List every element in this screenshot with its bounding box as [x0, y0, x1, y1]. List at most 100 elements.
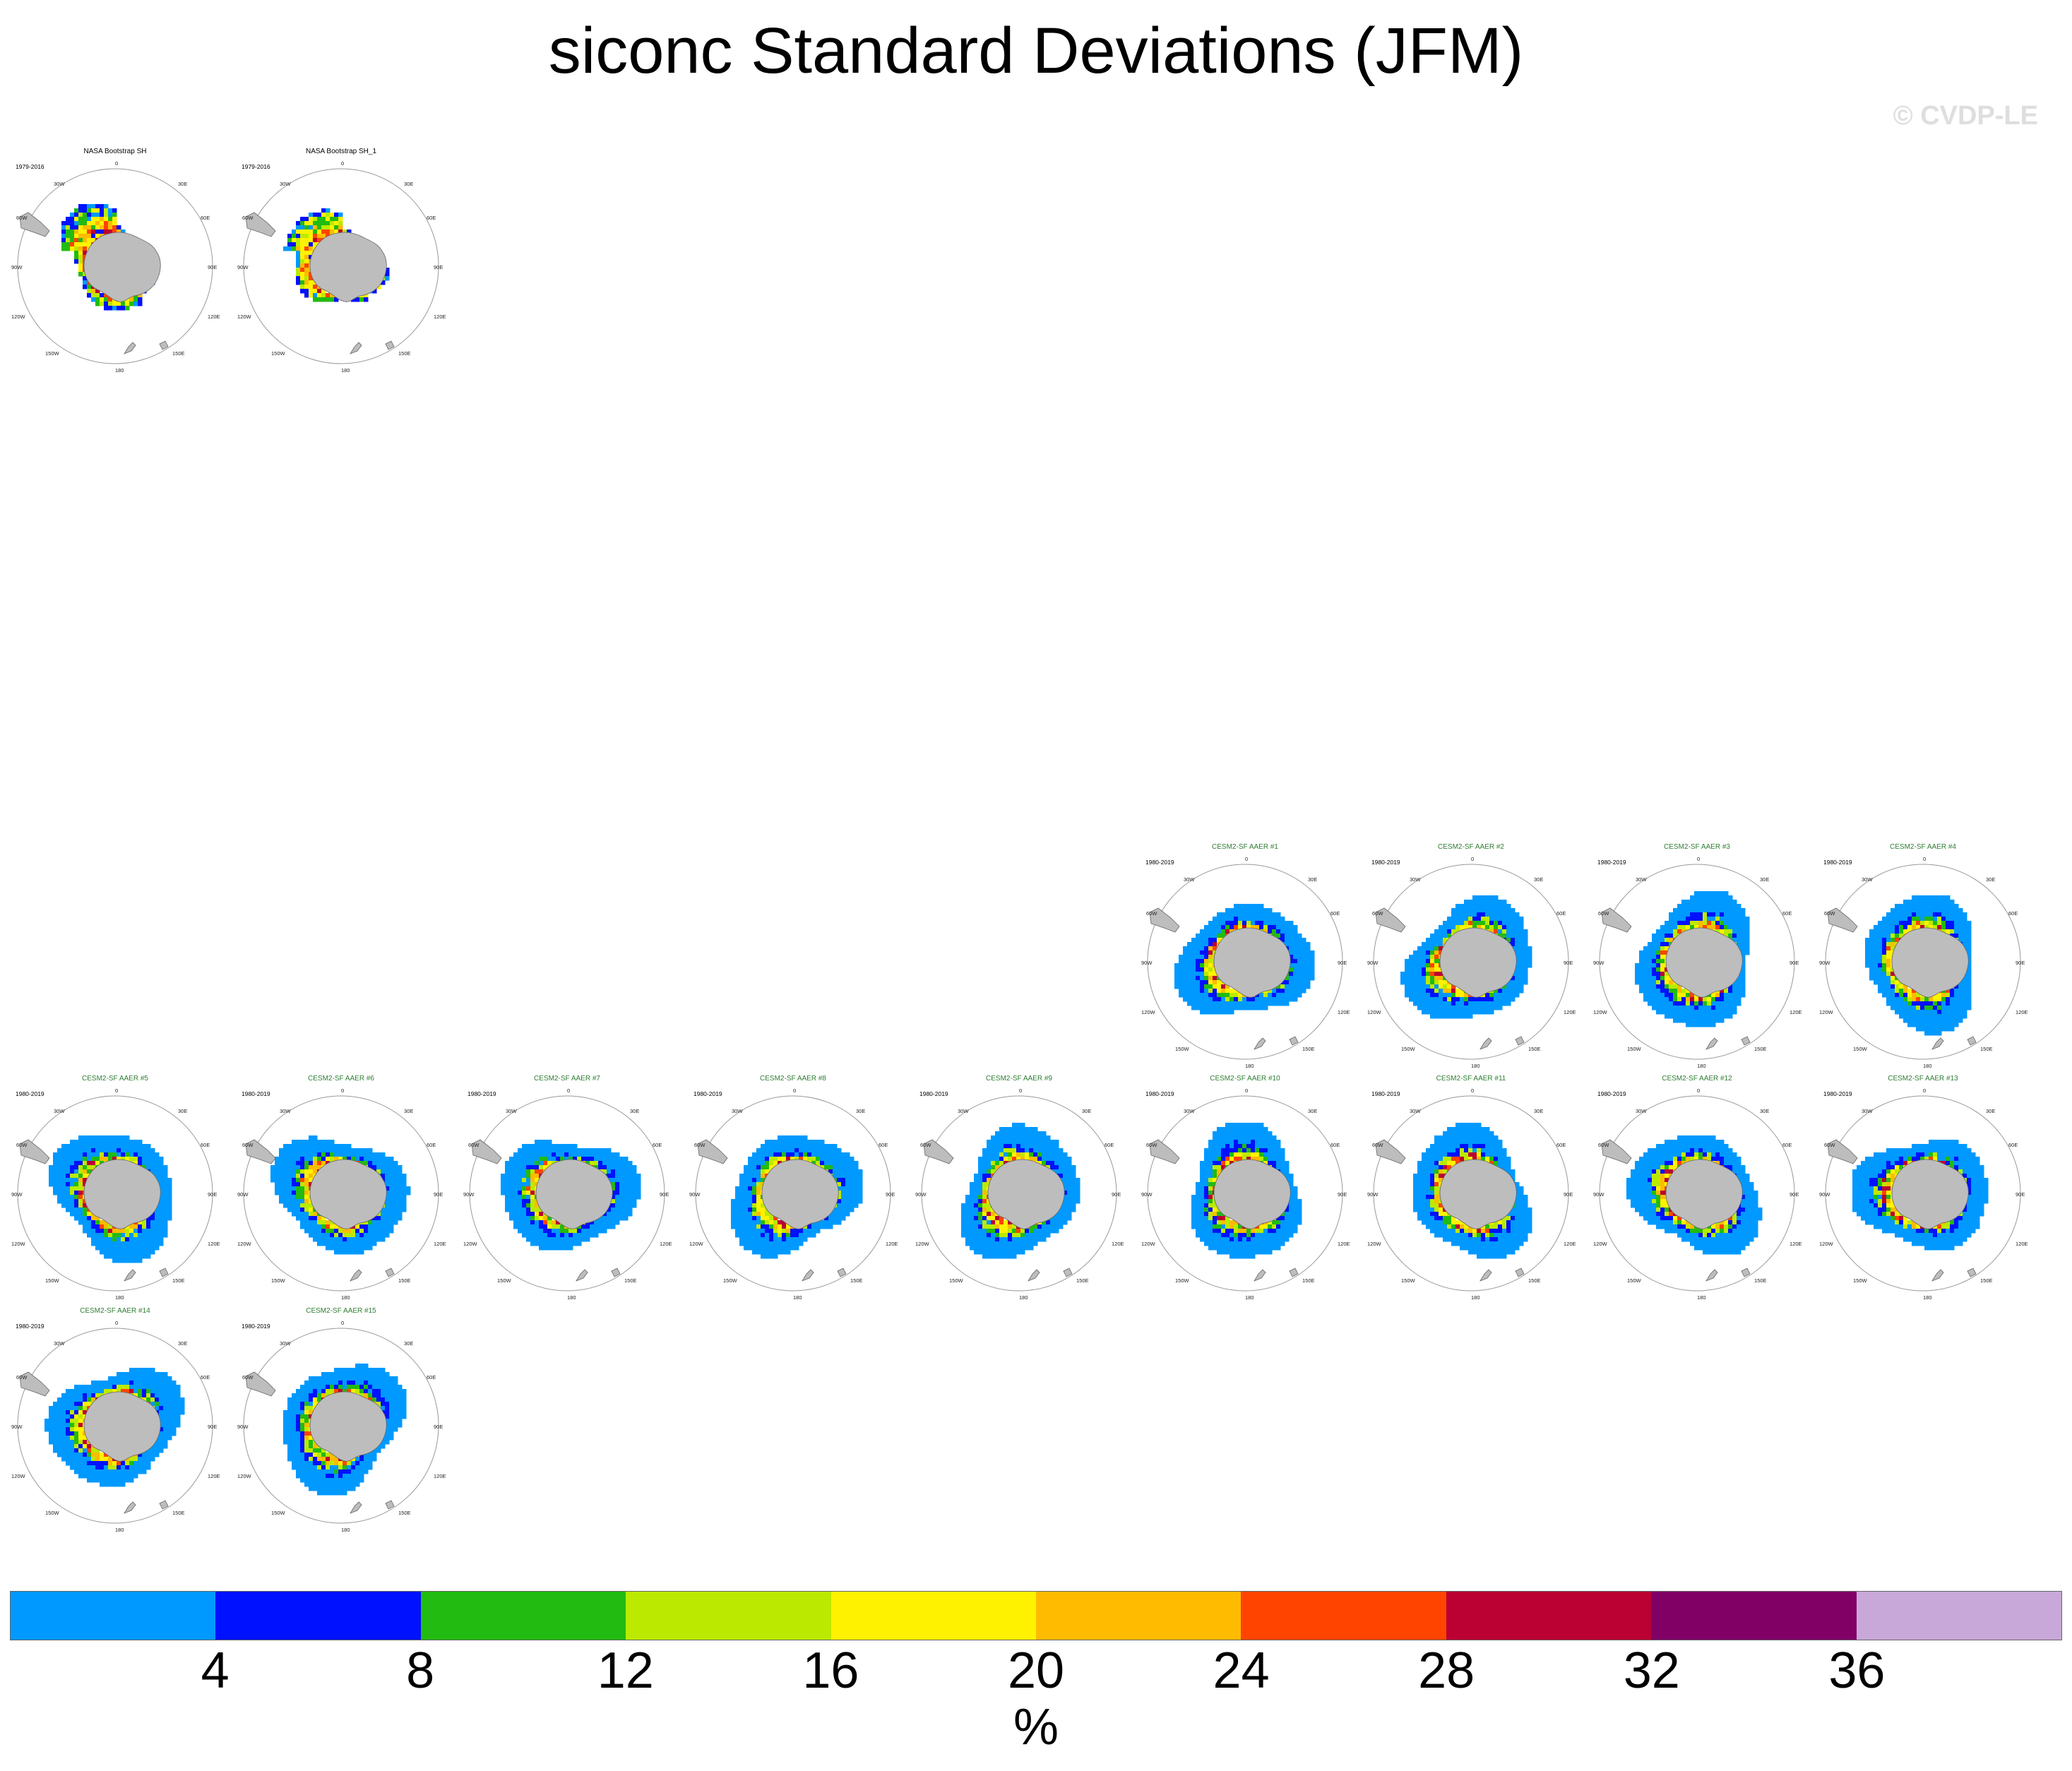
std-dev-cell — [1715, 908, 1720, 913]
std-dev-cell — [1430, 963, 1435, 968]
std-dev-cell — [1455, 908, 1460, 913]
std-dev-cell — [309, 221, 314, 226]
std-dev-cell — [95, 1229, 100, 1234]
std-dev-cell — [133, 1152, 138, 1157]
std-dev-cell — [1217, 925, 1222, 930]
std-dev-cell — [748, 1157, 753, 1162]
std-dev-cell — [1242, 925, 1247, 930]
std-dev-cell — [138, 297, 143, 302]
std-dev-cell — [1958, 938, 1963, 943]
std-dev-cell — [83, 1220, 88, 1225]
std-dev-cell — [765, 1224, 770, 1229]
std-dev-cell — [78, 1152, 83, 1157]
std-dev-cell — [300, 251, 305, 256]
std-dev-cell — [854, 1178, 859, 1183]
std-dev-cell — [317, 225, 322, 230]
std-dev-cell — [57, 1182, 62, 1187]
std-dev-cell — [1204, 1010, 1209, 1015]
std-dev-cell — [91, 229, 96, 234]
std-dev-cell — [803, 1140, 808, 1145]
std-dev-cell — [1665, 1010, 1669, 1015]
std-dev-cell — [121, 1233, 126, 1238]
std-dev-cell — [1280, 980, 1285, 985]
std-dev-cell — [1937, 1027, 1942, 1032]
std-dev-cell — [1703, 904, 1708, 909]
std-dev-cell — [121, 306, 126, 311]
std-dev-cell — [778, 1241, 782, 1246]
std-dev-cell — [1899, 934, 1904, 938]
std-dev-cell — [1430, 1014, 1435, 1019]
std-dev-cell — [1720, 900, 1725, 905]
std-dev-cell — [1016, 1127, 1021, 1132]
std-dev-cell — [338, 1250, 343, 1255]
std-dev-cell — [1455, 1010, 1460, 1015]
std-dev-cell — [1728, 1006, 1733, 1010]
std-dev-cell — [1891, 972, 1895, 977]
std-dev-cell — [1515, 963, 1520, 968]
std-dev-cell — [1289, 972, 1294, 977]
std-dev-cell — [1494, 989, 1499, 994]
std-dev-cell — [1059, 1161, 1064, 1166]
std-dev-cell — [1263, 929, 1268, 934]
std-dev-cell — [78, 221, 83, 226]
std-dev-cell — [66, 221, 71, 226]
std-dev-cell — [1865, 955, 1870, 960]
std-dev-cell — [850, 1174, 855, 1179]
std-dev-cell — [1489, 993, 1494, 998]
std-dev-cell — [309, 1161, 314, 1166]
std-dev-cell — [820, 1140, 825, 1145]
std-dev-cell — [1639, 959, 1644, 964]
std-dev-cell — [1187, 976, 1192, 981]
std-dev-cell — [1434, 1014, 1439, 1019]
std-dev-cell — [304, 242, 309, 247]
std-dev-cell — [1920, 904, 1925, 909]
std-dev-cell — [330, 1237, 335, 1242]
std-dev-cell — [1422, 942, 1427, 947]
std-dev-cell — [1878, 955, 1883, 960]
std-dev-cell — [974, 1178, 979, 1183]
std-dev-cell — [398, 1174, 403, 1179]
std-dev-cell — [1528, 963, 1532, 968]
std-dev-cell — [744, 1182, 749, 1187]
std-dev-cell — [108, 1250, 113, 1255]
std-dev-cell — [1665, 946, 1669, 951]
std-dev-cell — [304, 229, 309, 234]
std-dev-cell — [1946, 989, 1951, 994]
std-dev-cell — [1297, 942, 1302, 947]
std-dev-cell — [539, 1241, 544, 1246]
std-dev-cell — [100, 1220, 105, 1225]
std-dev-cell — [577, 1152, 582, 1157]
std-dev-cell — [1958, 1010, 1963, 1015]
grid-label: 0 — [793, 1087, 796, 1094]
std-dev-cell — [1477, 912, 1482, 917]
std-dev-cell — [300, 229, 305, 234]
std-dev-cell — [129, 1229, 134, 1234]
std-dev-cell — [837, 1199, 842, 1204]
std-dev-cell — [1690, 1010, 1695, 1015]
std-dev-cell — [1745, 950, 1750, 955]
std-dev-cell — [1200, 997, 1205, 1002]
std-dev-cell — [309, 238, 314, 243]
std-dev-cell — [773, 1237, 778, 1242]
std-dev-cell — [1451, 997, 1456, 1002]
std-dev-cell — [607, 1220, 612, 1225]
std-dev-cell — [1882, 980, 1887, 985]
std-dev-cell — [104, 306, 109, 311]
std-dev-cell — [1063, 1178, 1068, 1183]
std-dev-cell — [355, 1224, 360, 1229]
std-dev-cell — [87, 225, 92, 230]
std-dev-cell — [773, 1216, 778, 1221]
figure-title: siconc Standard Deviations (JFM) — [548, 15, 1524, 87]
std-dev-cell — [535, 1241, 540, 1246]
std-dev-cell — [125, 1152, 130, 1157]
std-dev-cell — [78, 1140, 83, 1145]
std-dev-cell — [624, 1195, 629, 1200]
std-dev-cell — [513, 1161, 518, 1166]
std-dev-cell — [1310, 967, 1315, 972]
std-dev-cell — [769, 1250, 774, 1255]
std-dev-cell — [1686, 1018, 1691, 1023]
std-dev-cell — [1046, 1152, 1051, 1157]
std-dev-cell — [1511, 929, 1516, 934]
std-dev-cell — [1447, 997, 1452, 1002]
std-dev-cell — [313, 293, 318, 298]
